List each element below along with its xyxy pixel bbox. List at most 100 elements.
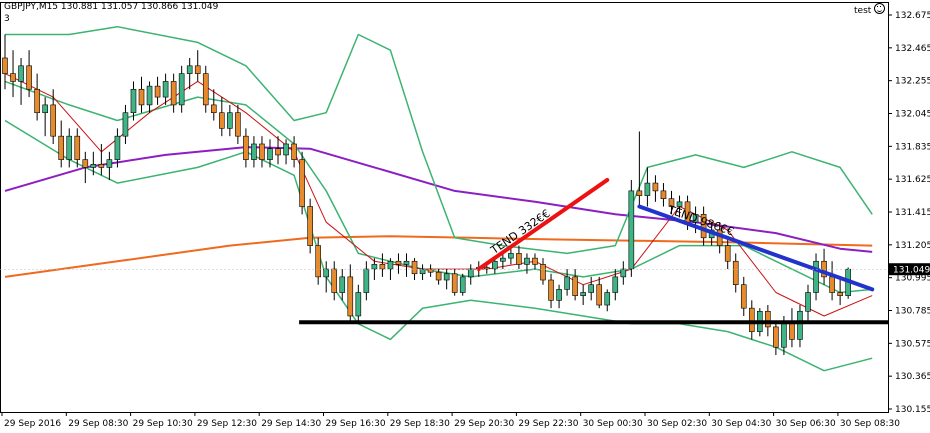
y-tick-label: 131.835 xyxy=(895,142,930,152)
candle xyxy=(283,143,289,156)
x-tick-label: 29 Sep 22:30 xyxy=(518,419,578,429)
candle xyxy=(443,273,450,281)
candle xyxy=(829,276,835,293)
candle xyxy=(740,284,747,309)
candle xyxy=(564,276,570,290)
candle xyxy=(323,268,330,278)
candle xyxy=(668,198,675,207)
candle xyxy=(162,81,169,98)
candle xyxy=(387,260,394,270)
x-tick-label: 30 Sep 00:30 xyxy=(583,419,643,429)
candle xyxy=(652,182,659,192)
candle xyxy=(34,88,40,114)
bollinger-upper-line xyxy=(5,25,873,255)
trend-line xyxy=(476,177,610,272)
subwindow-index-label: 3 xyxy=(4,14,10,24)
y-tick-label: 131.205 xyxy=(895,241,930,251)
candle xyxy=(267,148,273,160)
candle xyxy=(98,164,105,168)
candle xyxy=(483,267,490,270)
candle xyxy=(355,292,362,317)
ma-slow-line xyxy=(4,235,873,278)
candle xyxy=(700,214,707,239)
candle xyxy=(660,190,667,200)
candle xyxy=(371,264,378,270)
candle xyxy=(363,268,370,293)
candle xyxy=(403,260,410,265)
candle xyxy=(275,148,281,156)
ma-mid-line xyxy=(4,146,873,253)
x-tick-label: 29 Sep 20:30 xyxy=(454,419,514,429)
candle xyxy=(724,245,731,262)
candle xyxy=(138,88,145,106)
candle xyxy=(532,257,538,265)
candle xyxy=(178,73,185,106)
candle xyxy=(732,260,739,286)
x-tick-label: 29 Sep 2016 xyxy=(4,419,61,429)
candle xyxy=(2,57,8,74)
y-tick-label: 131.625 xyxy=(895,175,930,185)
candle xyxy=(556,289,562,301)
y-tick-label: 132.465 xyxy=(895,44,930,54)
y-tick-label: 132.045 xyxy=(895,110,930,120)
candle xyxy=(451,273,458,293)
candle xyxy=(146,85,153,106)
candle xyxy=(500,257,506,262)
candle xyxy=(219,112,225,129)
candle xyxy=(170,81,177,106)
candle xyxy=(580,292,586,296)
candle xyxy=(692,214,699,223)
candle xyxy=(18,65,24,82)
candle xyxy=(427,268,434,273)
candle xyxy=(259,143,265,160)
candle xyxy=(765,310,771,328)
candle xyxy=(676,201,683,207)
candle xyxy=(813,260,819,293)
candle xyxy=(347,276,354,317)
x-tick-label: 29 Sep 14:30 xyxy=(261,419,321,429)
candle xyxy=(789,323,795,340)
candle xyxy=(596,284,603,306)
candle xyxy=(588,284,594,293)
candle xyxy=(58,135,65,160)
candle xyxy=(492,260,498,270)
candle xyxy=(114,135,121,160)
candle xyxy=(435,271,442,281)
candle xyxy=(186,65,193,74)
candle xyxy=(106,159,113,168)
candle xyxy=(210,104,217,114)
candle xyxy=(291,143,297,160)
candle xyxy=(548,279,554,301)
candle xyxy=(243,135,249,160)
candle xyxy=(459,276,466,293)
candle xyxy=(227,112,233,129)
candle xyxy=(235,112,241,137)
y-tick-label: 130.575 xyxy=(895,339,930,349)
candle xyxy=(74,135,81,160)
candle xyxy=(10,73,16,82)
candle xyxy=(411,260,418,275)
candle xyxy=(251,143,257,160)
current-price-label: 131.049 xyxy=(893,266,930,276)
candle xyxy=(331,268,338,293)
candle xyxy=(628,190,635,270)
candle xyxy=(42,104,48,114)
candle xyxy=(620,268,627,278)
candle xyxy=(50,104,56,137)
candle xyxy=(644,182,651,196)
candle xyxy=(66,135,73,160)
candle xyxy=(90,164,97,168)
candle xyxy=(82,159,89,168)
candle xyxy=(540,264,546,281)
candle xyxy=(837,292,843,296)
candle xyxy=(797,310,803,340)
candle xyxy=(379,264,386,270)
y-tick-label: 130.785 xyxy=(895,307,930,317)
candle xyxy=(194,65,201,74)
current-price-tag xyxy=(889,263,930,276)
candle xyxy=(572,276,578,296)
candle xyxy=(122,112,129,137)
candle xyxy=(773,326,779,348)
